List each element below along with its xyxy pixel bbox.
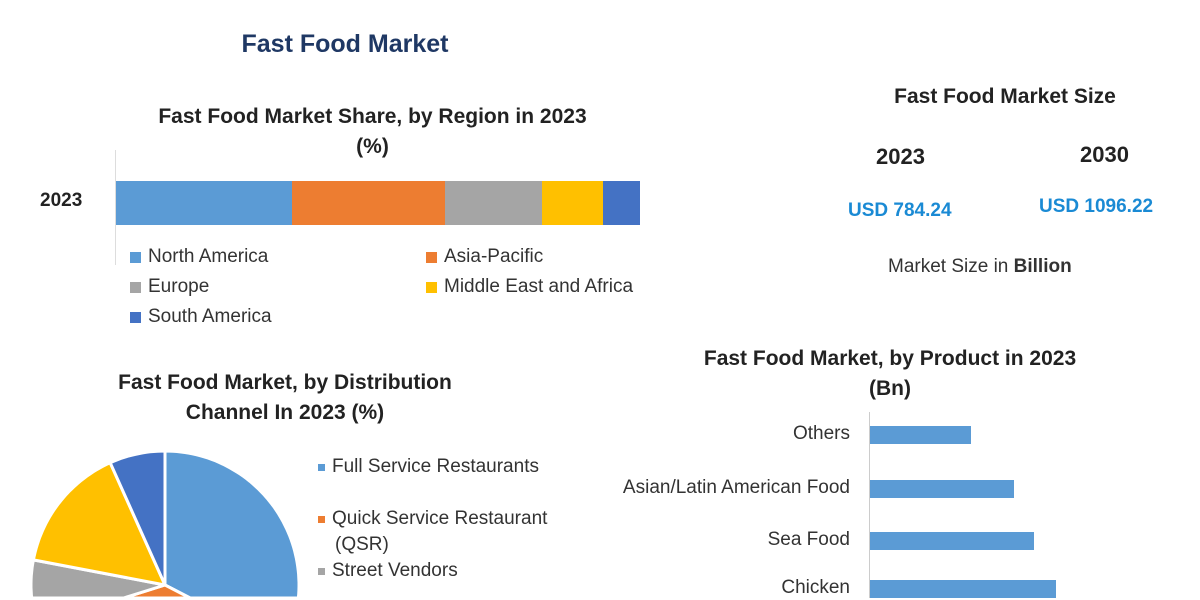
legend-label: Full Service Restaurants — [332, 456, 539, 477]
year-2023-label: 2023 — [876, 144, 925, 169]
market-size-unit: Market Size in Billion — [888, 256, 1072, 278]
market-size-title: Fast Food Market Size — [894, 85, 1116, 108]
unit-bold: Billion — [1013, 256, 1072, 277]
legend-label: Asia-Pacific — [444, 246, 544, 267]
legend-item: South America — [130, 306, 426, 328]
bar-segment-north-america — [116, 181, 293, 225]
legend-swatch — [130, 311, 141, 323]
pie-chart — [29, 449, 301, 600]
pie-slice-1 — [123, 583, 191, 600]
value-2023: USD 784.24 — [848, 200, 952, 221]
pie-slice-3 — [31, 460, 168, 588]
product-category-label: Sea Food — [767, 529, 850, 550]
legend-swatch — [130, 251, 141, 263]
year-2030-label: 2030 — [1080, 142, 1129, 167]
legend-item: Europe — [130, 276, 426, 298]
page-title: Fast Food Market — [241, 30, 449, 58]
value-2030: USD 1096.22 — [1039, 196, 1154, 217]
legend-swatch — [318, 515, 325, 523]
product-axis — [869, 412, 870, 598]
product-title-text: Fast Food Market, by Product in 2023 — [703, 347, 1077, 370]
legend-label: South America — [148, 306, 272, 327]
pie-title-line-2: Channel In 2023 (%) — [185, 401, 385, 424]
region-stacked-bar — [116, 181, 640, 225]
pie-slice-0 — [163, 449, 301, 600]
product-category-label: Asian/Latin American Food — [622, 477, 850, 498]
region-chart-title: Fast Food Market Share, by Region in 202… — [100, 102, 645, 162]
legend-label: Street Vendors — [332, 560, 458, 581]
product-category-label: Others — [792, 423, 850, 444]
legend-label: North America — [148, 246, 269, 267]
product-chart-title: Fast Food Market, by Product in 2023 (Bn… — [640, 344, 1140, 404]
product-bar-sea-food — [870, 532, 1034, 550]
pie-title-line-1: Fast Food Market, by Distribution — [118, 371, 452, 394]
legend-item-full-service: Full Service Restaurants — [318, 454, 547, 480]
legend-item-qsr: Quick Service Restaurant — [318, 506, 547, 532]
product-category-label: Chicken — [781, 577, 850, 598]
region-chart-subtitle: (%) — [356, 135, 389, 158]
bar-segment-asia-pacific — [292, 181, 446, 225]
legend-item-street-vendors: Street Vendors — [318, 558, 547, 584]
legend-label: Middle East and Africa — [444, 276, 634, 297]
product-subtitle: (Bn) — [869, 377, 911, 400]
legend-swatch — [426, 281, 437, 293]
region-axis — [115, 150, 116, 265]
legend-item: Asia-Pacific — [426, 246, 726, 268]
pie-slice-2 — [29, 558, 166, 600]
bar-segment-south-america — [602, 181, 640, 225]
region-category-label: 2023 — [40, 190, 83, 211]
legend-label: Quick Service Restaurant — [332, 508, 548, 529]
product-bar-asian-latin-american-food — [870, 480, 1014, 498]
region-chart-title-text: Fast Food Market Share, by Region in 202… — [158, 105, 587, 128]
legend-swatch — [318, 567, 325, 575]
region-legend: North America Asia-Pacific Europe Middle Ea… — [130, 246, 710, 328]
legend-label: Europe — [148, 276, 210, 297]
product-bar-chicken — [870, 580, 1056, 598]
pie-slice-4 — [108, 449, 167, 586]
bar-segment-middle-east-and-africa — [542, 181, 603, 225]
pie-legend: Full Service Restaurants Quick Service R… — [318, 454, 547, 584]
bar-segment-europe — [445, 181, 542, 225]
legend-swatch — [130, 281, 141, 293]
legend-item: Middle East and Africa — [426, 276, 726, 298]
unit-prefix: Market Size in — [888, 256, 1014, 277]
legend-label-cont: (QSR) — [335, 534, 389, 555]
legend-swatch — [318, 463, 325, 471]
pie-chart-title: Fast Food Market, by Distribution Channe… — [60, 368, 510, 428]
legend-item: North America — [130, 246, 426, 268]
legend-swatch — [426, 251, 437, 263]
product-bar-others — [870, 426, 971, 444]
